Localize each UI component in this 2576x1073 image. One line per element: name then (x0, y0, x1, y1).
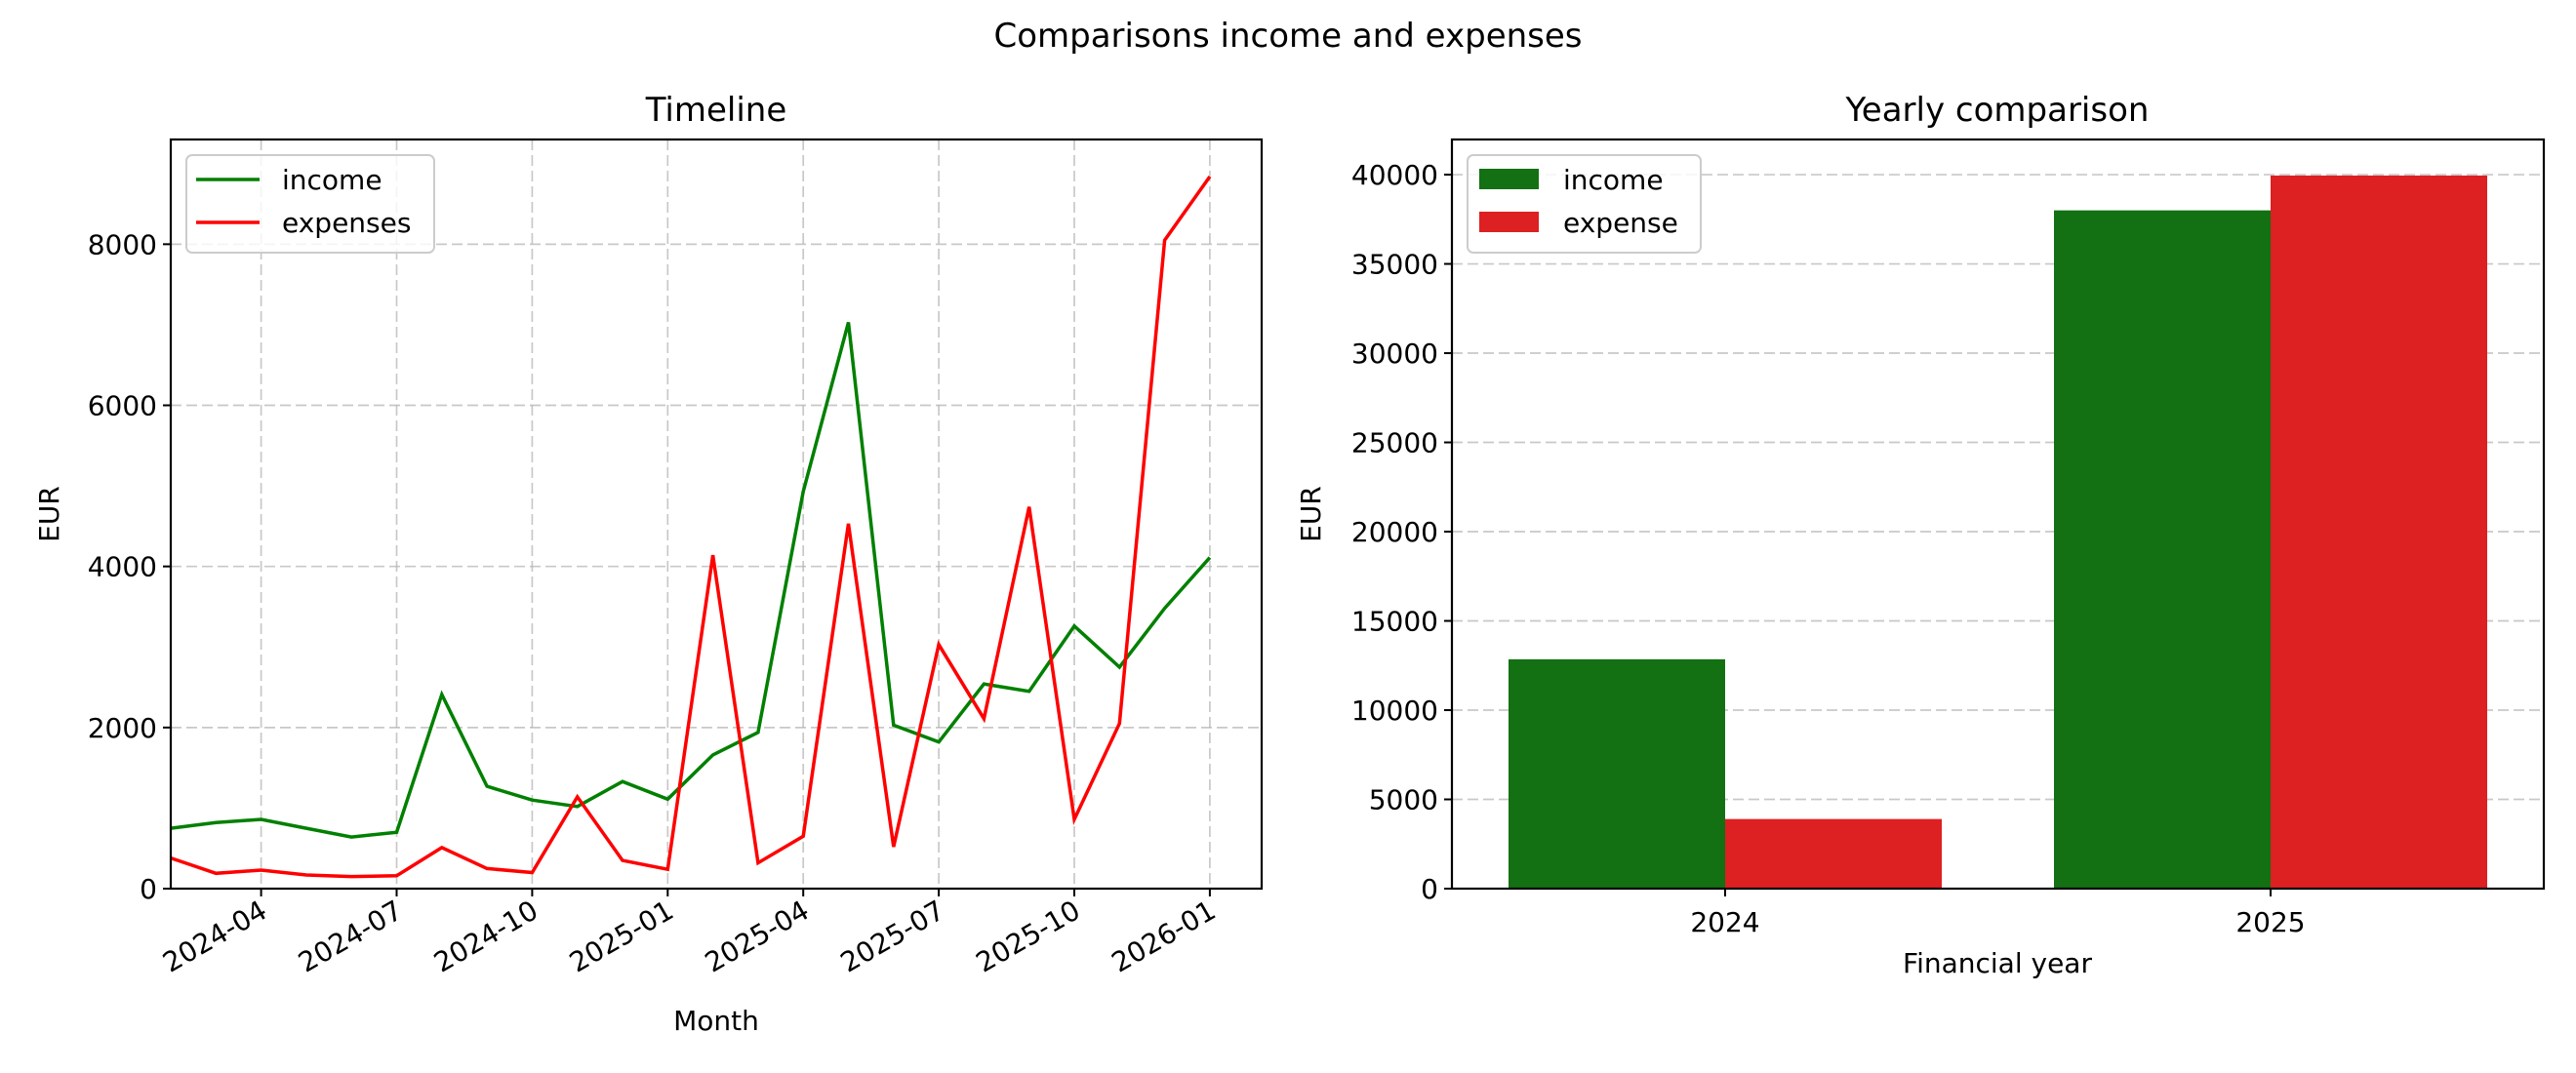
legend-swatch-expense (1479, 212, 1539, 232)
timeline-axes-frame (169, 138, 1264, 891)
legend-label-expenses: expenses (282, 207, 411, 239)
yearly-x-axis-label: Financial year (1903, 947, 2092, 979)
y-tick-label: 0 (1421, 873, 1438, 905)
y-tick-label: 35000 (1351, 249, 1438, 281)
y-tick-label: 30000 (1351, 338, 1438, 370)
timeline-title: Timeline (645, 91, 787, 130)
yearly-legend: income expense (1467, 154, 1702, 254)
x-tick-label: 2024-10 (428, 894, 543, 978)
y-tick-label: 15000 (1351, 606, 1438, 638)
series-line-income (170, 322, 1212, 839)
yearly-title: Yearly comparison (1845, 91, 2150, 130)
x-tick-label: 2026-01 (1107, 894, 1222, 978)
timeline-x-axis-label: Month (673, 1005, 759, 1037)
timeline-gridlines (171, 139, 1262, 890)
x-tick-label: 2025-01 (564, 894, 679, 978)
y-tick-label: 0 (140, 873, 157, 905)
legend-label-income: income (1563, 164, 1664, 196)
y-tick-label: 5000 (1369, 784, 1438, 816)
yearly-bars (1509, 175, 2487, 889)
yearly-bar-chart: Yearly comparison 0 5000 10000 15000 20000 25… (1295, 91, 2546, 979)
figure-suptitle: Comparisons income and expenses (993, 17, 1582, 56)
legend-swatch-income (1479, 169, 1539, 189)
x-tick-label: 2025-07 (835, 894, 950, 978)
x-tick-label: 2024 (1690, 906, 1759, 938)
yearly-y-axis-label: EUR (1295, 486, 1327, 542)
x-tick-label: 2025-04 (700, 894, 815, 978)
y-tick-label: 8000 (88, 228, 157, 260)
bar-expense-2025 (2271, 175, 2487, 889)
bar-expense-2024 (1725, 818, 1942, 889)
x-tick-label: 2024-07 (293, 894, 408, 978)
x-tick-label: 2025-10 (971, 894, 1086, 978)
timeline-x-ticks: 2024-04 2024-07 2024-10 2025-01 2025-04 2025-… (157, 889, 1221, 979)
timeline-y-ticks: 0 2000 4000 6000 8000 (88, 228, 171, 905)
bar-income-2024 (1509, 658, 1725, 889)
x-tick-label: 2024-04 (157, 894, 272, 978)
legend-label-income: income (282, 164, 382, 196)
y-tick-label: 4000 (88, 551, 157, 583)
yearly-y-ticks: 0 5000 10000 15000 20000 25000 30000 35000 40000 (1351, 159, 1452, 905)
yearly-axes-frame (1450, 138, 2546, 891)
timeline-y-axis-label: EUR (33, 486, 65, 542)
yearly-x-ticks: 2024 2025 (1690, 889, 2306, 938)
timeline-series (170, 175, 1212, 879)
y-tick-label: 20000 (1351, 516, 1438, 548)
series-line-expenses (170, 175, 1212, 879)
y-tick-label: 40000 (1351, 159, 1438, 191)
y-tick-label: 10000 (1351, 695, 1438, 727)
x-tick-label: 2025 (2235, 906, 2305, 938)
y-tick-label: 6000 (88, 390, 157, 422)
timeline-legend: income expenses (185, 154, 435, 254)
bar-income-2025 (2054, 210, 2271, 889)
timeline-line-chart: Timeline 0 2000 4000 6000 8000 2024-04 2024-0… (33, 91, 1264, 1037)
legend-label-expense: expense (1563, 207, 1678, 239)
y-tick-label: 2000 (88, 712, 157, 744)
y-tick-label: 25000 (1351, 427, 1438, 459)
